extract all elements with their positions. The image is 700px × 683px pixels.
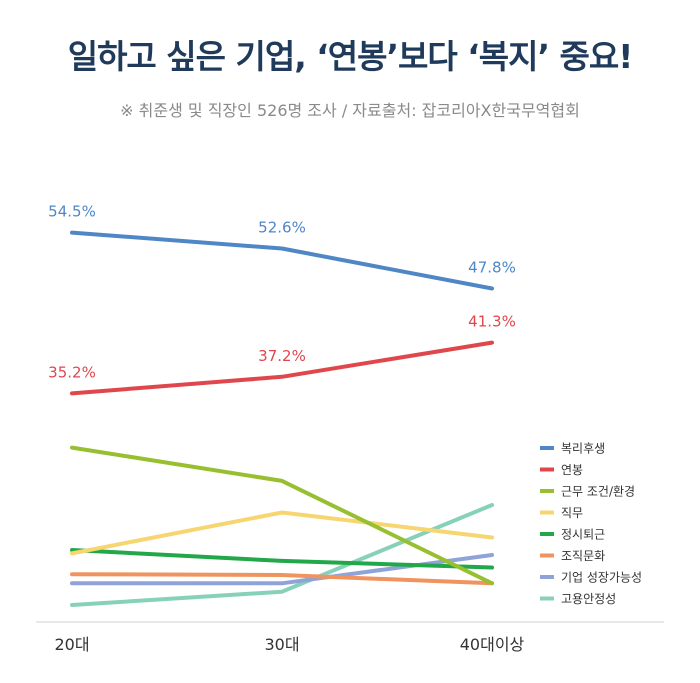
legend-label: 직무 (561, 506, 583, 520)
data-label: 41.3% (468, 313, 516, 331)
series-line (70, 510, 494, 556)
x-tick-label: 20대 (54, 635, 89, 654)
chart-title: 일하고 싶은 기업, ‘연봉’보다 ‘복지’ 중요! (67, 37, 634, 76)
data-label: 37.2% (258, 347, 306, 365)
series-line (70, 503, 494, 607)
chart-subtitle: ※ 취준생 및 직장인 526명 조사 / 자료출처: 잡코리아X한국무역협회 (120, 101, 580, 120)
legend-label: 복리후생 (561, 442, 605, 456)
legend-label: 고용안정성 (561, 592, 616, 606)
legend-label: 연봉 (561, 463, 583, 477)
series-line (70, 548, 494, 570)
x-tick-label: 30대 (264, 635, 299, 654)
series-line (70, 230, 494, 291)
legend-label: 기업 성장가능성 (561, 571, 642, 585)
data-label: 47.8% (468, 259, 516, 277)
series-line (70, 340, 494, 396)
series-line (70, 445, 494, 586)
legend-label: 근무 조건/환경 (561, 485, 635, 499)
data-label: 52.6% (258, 219, 306, 237)
legend-label: 조직문화 (561, 549, 605, 563)
data-label: 54.5% (48, 203, 96, 221)
data-label: 35.2% (48, 363, 96, 381)
x-tick-label: 40대이상 (460, 635, 525, 654)
legend-label: 정시퇴근 (561, 528, 605, 542)
series-line (70, 572, 494, 586)
